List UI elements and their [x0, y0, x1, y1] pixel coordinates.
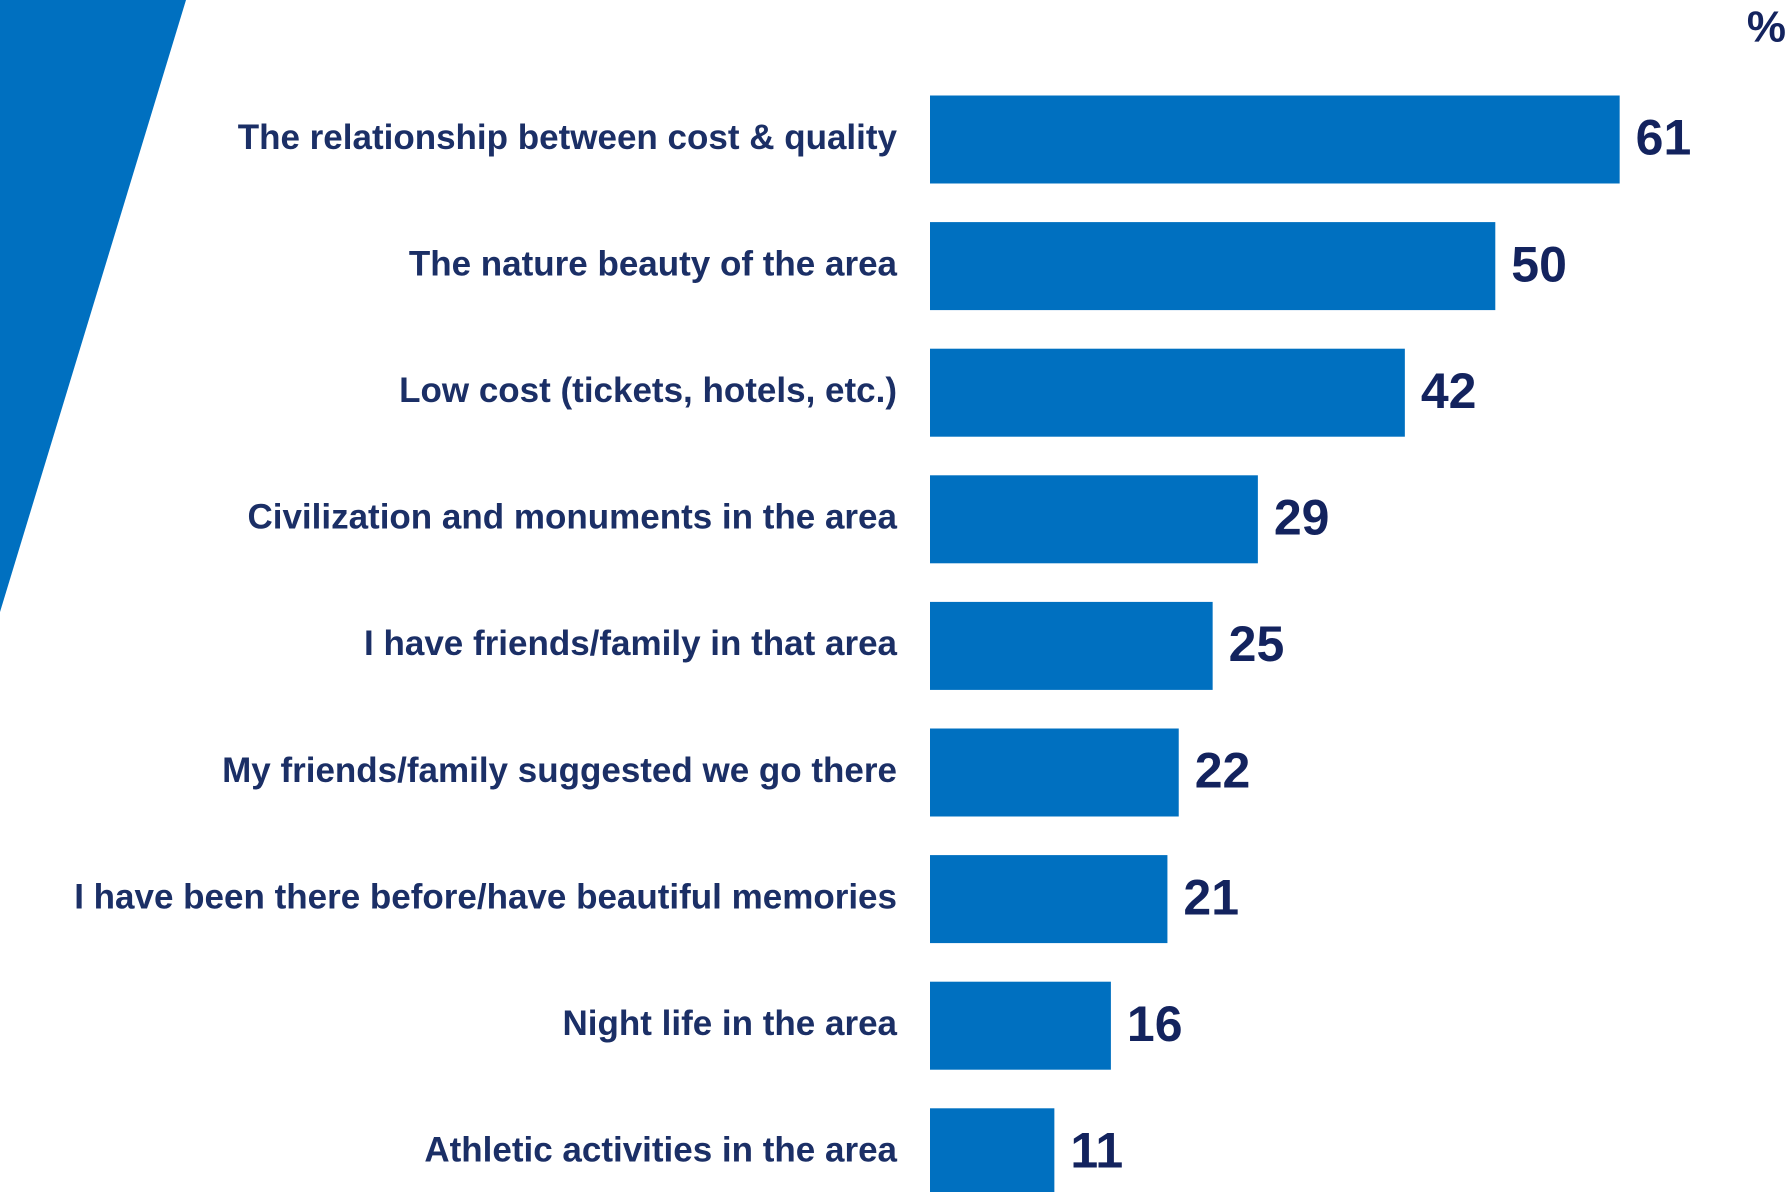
bar: [930, 728, 1179, 817]
category-label: I have been there before/have beautiful …: [74, 877, 897, 916]
value-label: 25: [1229, 616, 1285, 672]
value-label: 61: [1636, 110, 1692, 166]
value-label: 22: [1195, 743, 1251, 799]
category-label: The relationship between cost & quality: [238, 118, 898, 157]
unit-label: %: [1747, 3, 1786, 52]
category-label: I have friends/family in that area: [364, 624, 897, 663]
bar: [930, 95, 1620, 184]
bar: [930, 1108, 1055, 1192]
bar: [930, 222, 1496, 311]
category-label: My friends/family suggested we go there: [222, 751, 897, 790]
value-label: 50: [1511, 236, 1567, 292]
value-label: 16: [1127, 996, 1183, 1052]
category-label: Low cost (tickets, hotels, etc.): [399, 371, 897, 410]
bar: [930, 348, 1405, 437]
value-label: 42: [1421, 363, 1477, 419]
bar: [930, 855, 1168, 944]
bar: [930, 475, 1258, 564]
category-label: Night life in the area: [563, 1004, 898, 1043]
bar: [930, 981, 1111, 1070]
value-label: 29: [1274, 490, 1330, 546]
bar: [930, 601, 1213, 690]
decor-triangle: [0, 0, 186, 612]
category-label: The nature beauty of the area: [409, 244, 898, 283]
category-label: Athletic activities in the area: [424, 1131, 897, 1170]
category-label: Civilization and monuments in the area: [247, 498, 897, 537]
value-label: 21: [1183, 869, 1239, 925]
value-label: 11: [1070, 1123, 1123, 1179]
